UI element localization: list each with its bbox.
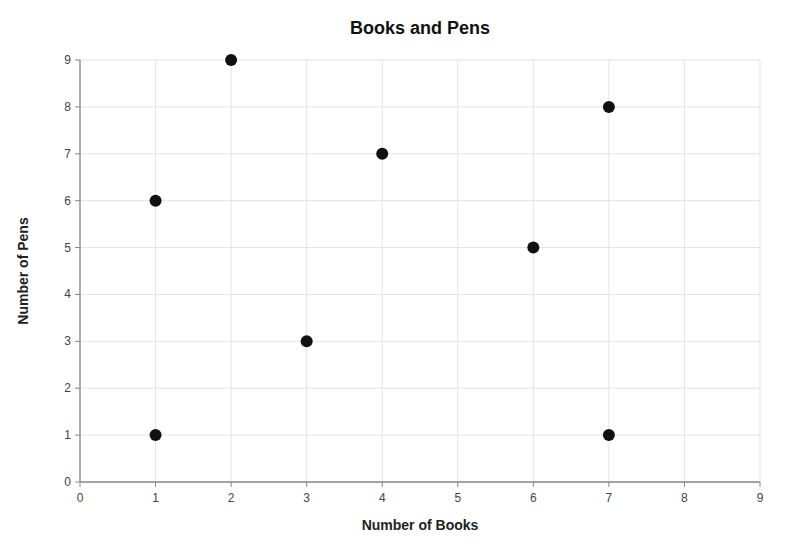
grid-line	[80, 482, 760, 483]
scatter-point	[527, 242, 539, 254]
tick-mark	[75, 294, 80, 295]
grid-line	[155, 60, 156, 482]
scatter-point	[603, 429, 615, 441]
scatter-point	[150, 429, 162, 441]
tick-label: 1	[64, 428, 71, 442]
tick-mark	[75, 200, 80, 201]
grid-line	[80, 388, 760, 389]
tick-mark	[306, 482, 307, 487]
grid-line	[760, 60, 761, 482]
tick-mark	[75, 153, 80, 154]
tick-label: 0	[64, 475, 71, 489]
grid-line	[533, 60, 534, 482]
tick-label: 5	[454, 491, 461, 505]
x-axis-label: Number of Books	[362, 517, 479, 533]
chart: 0 1 2 3 4 5 6 7 8 9 0 1 2 3 4 5 6 7 8 9 Books and Pens Number…	[0, 0, 800, 552]
tick-label: 3	[64, 334, 71, 348]
tick-label: 7	[606, 491, 613, 505]
tick-mark	[684, 482, 685, 487]
grid-line	[80, 294, 760, 295]
scatter-point	[225, 54, 237, 66]
tick-mark	[75, 435, 80, 436]
tick-label: 5	[64, 241, 71, 255]
tick-mark	[75, 106, 80, 107]
tick-mark	[533, 482, 534, 487]
tick-label: 8	[681, 491, 688, 505]
grid-line	[80, 435, 760, 436]
tick-mark	[75, 482, 80, 483]
y-axis-line	[79, 60, 80, 482]
scatter-point	[301, 335, 313, 347]
tick-label: 4	[379, 491, 386, 505]
tick-label: 0	[77, 491, 84, 505]
tick-mark	[155, 482, 156, 487]
tick-mark	[382, 482, 383, 487]
grid-line	[457, 60, 458, 482]
tick-label: 6	[530, 491, 537, 505]
grid-line	[231, 60, 232, 482]
tick-label: 8	[64, 100, 71, 114]
tick-mark	[457, 482, 458, 487]
scatter-point	[603, 101, 615, 113]
plot-area	[80, 60, 760, 482]
tick-label: 6	[64, 194, 71, 208]
tick-label: 4	[64, 287, 71, 301]
tick-mark	[608, 482, 609, 487]
chart-title: Books and Pens	[350, 18, 490, 38]
grid-line	[608, 60, 609, 482]
tick-mark	[75, 388, 80, 389]
tick-mark	[231, 482, 232, 487]
grid-line	[382, 60, 383, 482]
tick-label: 1	[152, 491, 159, 505]
x-axis-line	[80, 481, 760, 482]
marks	[150, 54, 615, 441]
grid-line	[80, 200, 760, 201]
y-axis-label: Number of Pens	[15, 217, 31, 325]
grid-line	[306, 60, 307, 482]
grid-line	[80, 247, 760, 248]
tick-label: 9	[757, 491, 764, 505]
grid-line	[80, 153, 760, 154]
tick-label: 2	[228, 491, 235, 505]
tick-label: 3	[303, 491, 310, 505]
grid-line	[80, 60, 81, 482]
scatter-point	[376, 148, 388, 160]
axes: 0 1 2 3 4 5 6 7 8 9 0 1 2 3 4 5 6 7 8 9	[64, 53, 763, 505]
tick-mark	[75, 247, 80, 248]
grid-line	[684, 60, 685, 482]
grid-line	[80, 106, 760, 107]
tick-label: 7	[64, 147, 71, 161]
grid-line	[80, 341, 760, 342]
tick-label: 2	[64, 381, 71, 395]
scatter-point	[150, 195, 162, 207]
grid	[80, 60, 760, 482]
tick-mark	[760, 482, 761, 487]
grid-line	[80, 60, 760, 61]
tick-mark	[75, 60, 80, 61]
tick-mark	[75, 341, 80, 342]
tick-label: 9	[64, 53, 71, 67]
tick-mark	[80, 482, 81, 487]
